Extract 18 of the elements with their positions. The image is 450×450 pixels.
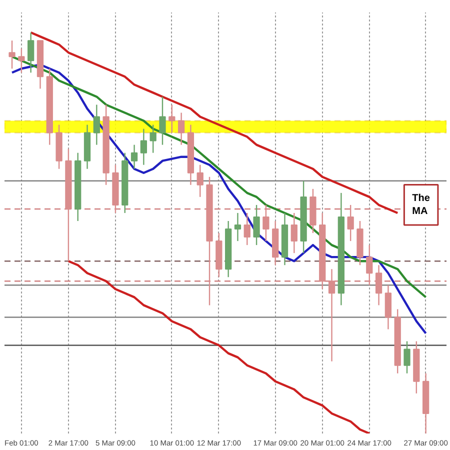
candlestick [244,212,250,246]
candlestick [168,104,176,134]
candlestick [130,144,138,170]
candlestick [28,32,34,74]
candlestick [290,212,298,254]
candlestick [178,112,185,146]
annotation: MA [412,206,428,218]
annotation: The [412,192,430,204]
candlestick [159,96,166,146]
candlestick [150,124,156,154]
candlestick [253,204,260,246]
candlestick [196,164,204,198]
candlestick [8,40,16,70]
candlestick [404,340,410,374]
candlestick [140,128,148,166]
candlestick [93,104,100,146]
candlestick [234,212,242,242]
candlestick [18,48,25,74]
